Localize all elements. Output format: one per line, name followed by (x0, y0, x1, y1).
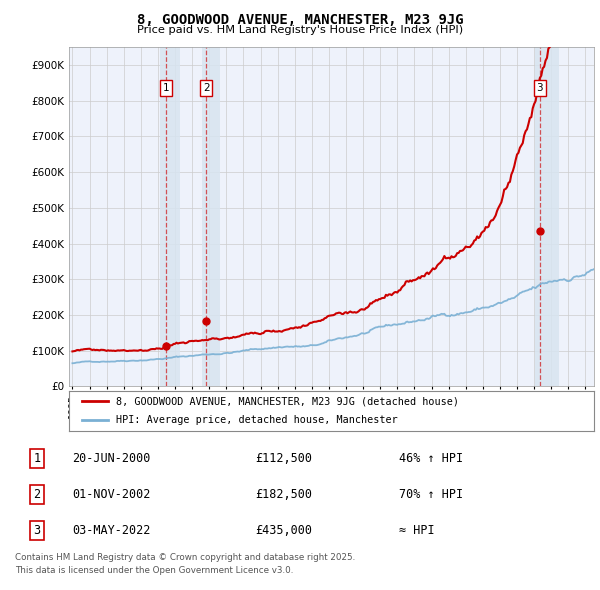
Text: Price paid vs. HM Land Registry's House Price Index (HPI): Price paid vs. HM Land Registry's House … (137, 25, 463, 35)
Text: £182,500: £182,500 (256, 488, 313, 501)
Text: £435,000: £435,000 (256, 524, 313, 537)
Text: ≈ HPI: ≈ HPI (399, 524, 434, 537)
Text: 3: 3 (33, 524, 40, 537)
Bar (535, 47, 559, 386)
Text: 03-MAY-2022: 03-MAY-2022 (73, 524, 151, 537)
Text: 2: 2 (203, 83, 209, 93)
Text: 20-JUN-2000: 20-JUN-2000 (73, 452, 151, 465)
Text: 3: 3 (536, 83, 543, 93)
Text: 01-NOV-2002: 01-NOV-2002 (73, 488, 151, 501)
Text: HPI: Average price, detached house, Manchester: HPI: Average price, detached house, Manc… (116, 415, 398, 425)
Text: 70% ↑ HPI: 70% ↑ HPI (399, 488, 463, 501)
Text: 1: 1 (163, 83, 169, 93)
Text: 1: 1 (33, 452, 40, 465)
Text: 2: 2 (33, 488, 40, 501)
Bar (160, 47, 181, 386)
Text: £112,500: £112,500 (256, 452, 313, 465)
Text: 46% ↑ HPI: 46% ↑ HPI (399, 452, 463, 465)
Text: 8, GOODWOOD AVENUE, MANCHESTER, M23 9JG: 8, GOODWOOD AVENUE, MANCHESTER, M23 9JG (137, 13, 463, 27)
Text: This data is licensed under the Open Government Licence v3.0.: This data is licensed under the Open Gov… (15, 566, 293, 575)
Text: Contains HM Land Registry data © Crown copyright and database right 2025.: Contains HM Land Registry data © Crown c… (15, 553, 355, 562)
Text: 8, GOODWOOD AVENUE, MANCHESTER, M23 9JG (detached house): 8, GOODWOOD AVENUE, MANCHESTER, M23 9JG … (116, 396, 459, 407)
Bar (202, 47, 220, 386)
